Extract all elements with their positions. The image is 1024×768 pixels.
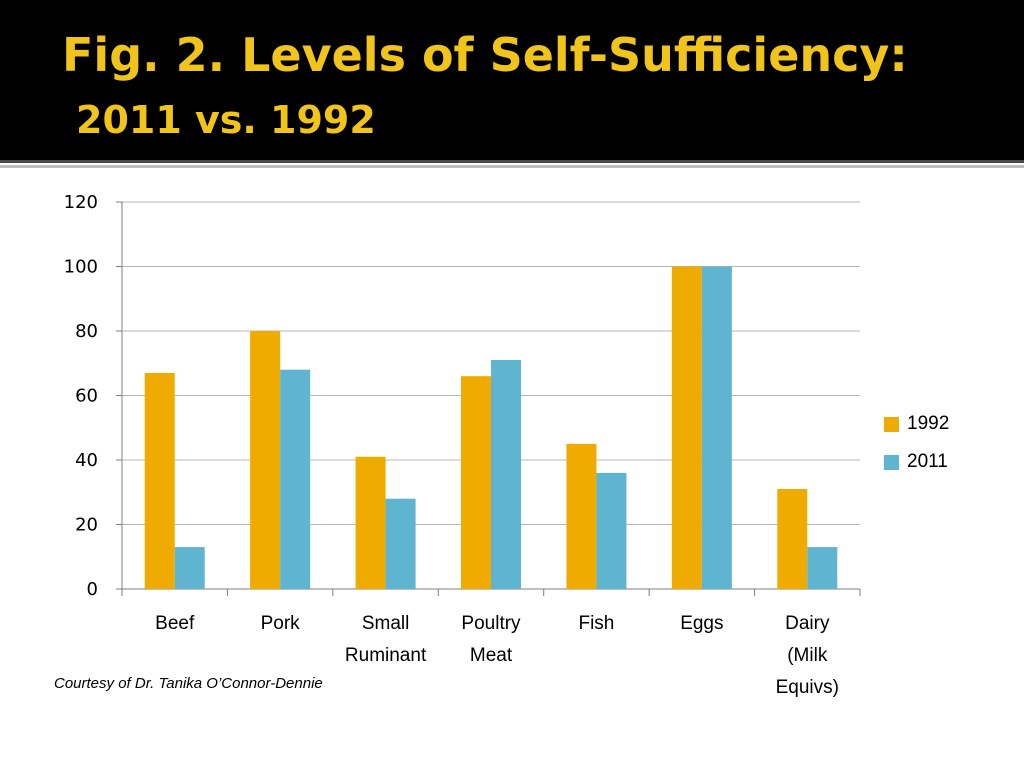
image-credit: Courtesy of Dr. Tanika O’Connor-Dennie [54,675,323,692]
slide-title-line-1: Fig. 2. Levels of Self-Sufficiency: [62,28,908,82]
bar-1992-5 [671,266,702,589]
bar-1992-6 [777,489,808,589]
x-category-label-line: (Milk [787,645,828,666]
x-category-label-line: Eggs [680,613,723,634]
bar-2011-5 [701,266,732,589]
bar-2011-4 [596,472,627,589]
y-tick-label: 120 [64,192,98,213]
x-category-label: Fish [578,613,614,634]
slide-title-line-2: 2011 vs. 1992 [76,98,376,142]
x-category-label-line: Equivs) [776,677,839,698]
bar-1992-2 [355,456,386,589]
y-tick-label: 40 [75,450,98,471]
x-category-label: Eggs [680,613,723,634]
title-band: Fig. 2. Levels of Self-Sufficiency: 2011… [0,0,1024,160]
bar-1992-1 [250,331,281,589]
x-category-label: Small Ruminant [345,613,427,666]
x-category-label-line: Dairy [785,613,830,634]
y-tick-label: 60 [75,386,98,407]
bar-2011-6 [807,547,838,589]
title-divider-light [0,165,1024,168]
x-category-label-line: Pork [261,613,301,634]
title-divider-dark [0,160,1024,163]
bar-1992-4 [566,443,597,589]
y-tick-label: 80 [75,321,98,342]
x-category-label: Poultry Meat [461,613,521,666]
y-tick-label: 0 [87,579,98,600]
legend-swatch-2011 [884,454,899,470]
legend-label-2011: 2011 [907,451,948,472]
x-category-label-line: Beef [155,613,195,634]
x-category-label: Pork [261,613,301,634]
bar-2011-2 [385,498,416,589]
bar-1992-0 [144,372,175,589]
x-category-label-line: Poultry [461,613,521,634]
legend-item-2011: 2011 [884,450,949,474]
x-category-label-line: Small [362,613,410,634]
x-category-label-line: Fish [578,613,614,634]
x-category-label-line: Ruminant [345,645,427,666]
x-category-label: Dairy (Milk Equivs) [776,613,839,698]
bar-2011-3 [491,360,521,589]
bar-2011-0 [174,547,205,589]
bar-2011-1 [280,369,311,589]
legend-label-1992: 1992 [907,413,950,434]
y-tick-label: 100 [64,257,98,278]
legend-item-1992: 1992 [884,412,949,436]
x-category-label: Beef [155,613,195,634]
legend-swatch-1992 [884,416,899,432]
bar-1992-3 [461,376,491,589]
y-tick-label: 20 [75,515,98,536]
x-category-label-line: Meat [470,645,513,666]
chart-legend: 1992 2011 [884,412,949,488]
